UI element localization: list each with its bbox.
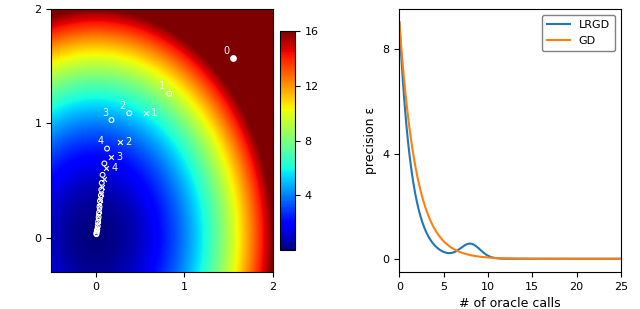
Point: [99, 177, 109, 182]
Point: [96, 193, 106, 198]
Point: [94, 210, 104, 215]
X-axis label: # of oracle calls: # of oracle calls: [460, 297, 561, 309]
Point: [92, 231, 102, 235]
Point: [96, 187, 106, 192]
Point: [93, 224, 103, 229]
Point: [95, 197, 105, 202]
Text: 1: 1: [152, 108, 157, 118]
Line: LRGD: LRGD: [399, 22, 621, 259]
Text: 4: 4: [97, 136, 104, 146]
LRGD: [418, 219, 426, 223]
GD: [617, 257, 625, 260]
Point: [102, 146, 112, 151]
Point: [93, 214, 103, 218]
Point: [106, 154, 116, 159]
Line: GD: GD: [399, 22, 621, 259]
Text: 2: 2: [125, 137, 132, 147]
Legend: LRGD, GD: LRGD, GD: [542, 15, 615, 52]
Point: [228, 56, 238, 61]
Text: 3: 3: [116, 152, 122, 162]
Point: [93, 215, 104, 220]
Point: [97, 172, 108, 177]
GD: [493, 256, 500, 260]
Point: [95, 199, 105, 204]
LRGD: [493, 256, 500, 260]
LRGD: [572, 257, 580, 260]
Point: [92, 222, 102, 227]
Text: 4: 4: [111, 163, 118, 173]
Point: [115, 139, 125, 144]
GD: [485, 256, 493, 260]
Y-axis label: precision ε: precision ε: [364, 107, 377, 174]
LRGD: [485, 254, 493, 258]
Point: [96, 192, 106, 197]
Text: 3: 3: [102, 108, 108, 118]
Point: [92, 232, 102, 237]
Point: [141, 111, 151, 116]
Point: [93, 219, 103, 224]
GD: [568, 257, 576, 260]
Point: [97, 180, 107, 185]
Point: [92, 227, 102, 232]
Point: [164, 91, 174, 96]
LRGD: [396, 20, 403, 24]
Point: [97, 185, 108, 190]
Text: 2: 2: [120, 101, 125, 111]
Point: [94, 204, 104, 209]
Point: [101, 166, 111, 171]
Point: [124, 111, 134, 116]
GD: [418, 194, 426, 198]
Text: 0: 0: [223, 46, 229, 56]
Point: [93, 209, 104, 214]
Point: [106, 117, 116, 122]
Point: [92, 229, 102, 234]
LRGD: [568, 257, 576, 260]
Text: 1: 1: [159, 82, 166, 91]
Point: [92, 229, 102, 234]
Point: [99, 161, 109, 166]
GD: [572, 257, 580, 260]
LRGD: [548, 257, 556, 260]
GD: [396, 20, 403, 24]
GD: [548, 257, 556, 260]
Point: [93, 218, 103, 223]
LRGD: [617, 257, 625, 260]
Point: [92, 226, 102, 231]
Point: [94, 203, 104, 208]
